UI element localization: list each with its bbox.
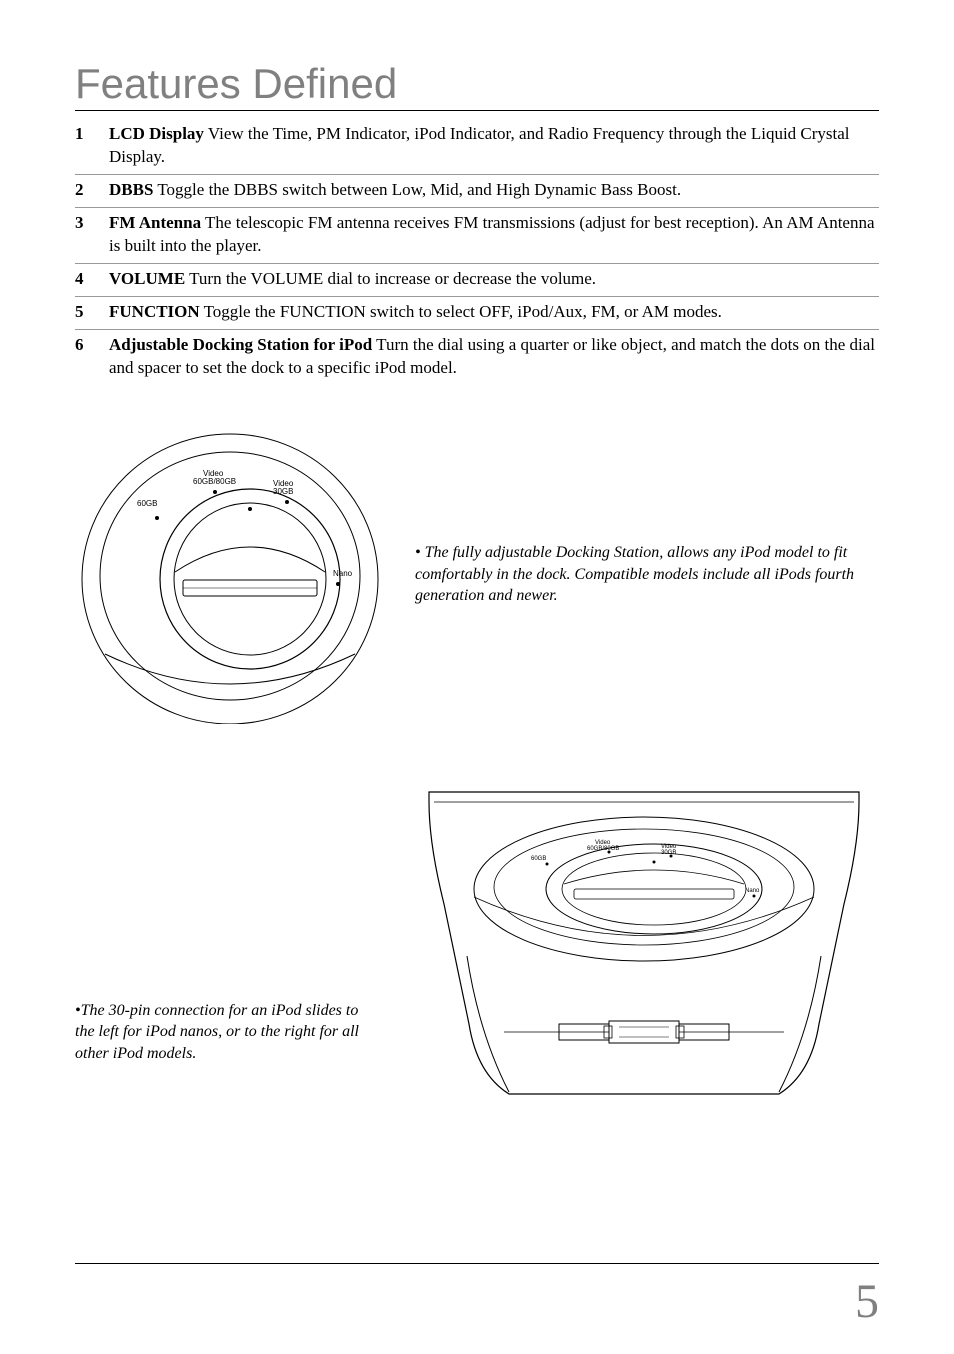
feature-item: 1 LCD Display View the Time, PM Indicato… xyxy=(75,119,879,175)
diagram-row-dock: •The 30-pin connection for an iPod slide… xyxy=(75,774,879,1104)
feature-number: 2 xyxy=(75,179,109,202)
feature-number: 6 xyxy=(75,334,109,380)
feature-item: 4 VOLUME Turn the VOLUME dial to increas… xyxy=(75,264,879,297)
footer-divider xyxy=(75,1263,879,1264)
feature-body: VOLUME Turn the VOLUME dial to increase … xyxy=(109,268,879,291)
note-30pin: •The 30-pin connection for an iPod slide… xyxy=(75,1000,369,1065)
note-docking-station: • The fully adjustable Docking Station, … xyxy=(415,542,879,607)
feature-name: FUNCTION xyxy=(109,302,200,321)
feature-desc: Turn the VOLUME dial to increase or decr… xyxy=(185,269,596,288)
feature-item: 2 DBBS Toggle the DBBS switch between Lo… xyxy=(75,175,879,208)
feature-item: 3 FM Antenna The telescopic FM antenna r… xyxy=(75,208,879,264)
dial-label-nano: Nano xyxy=(333,569,353,578)
feature-body: Adjustable Docking Station for iPod Turn… xyxy=(109,334,879,380)
feature-number: 1 xyxy=(75,123,109,169)
dial-diagram-icon: 60GB Video 60GB/80GB Video 30GB Nano xyxy=(75,424,385,724)
dock-diagram-icon: 60GB Video 60GB/80GB Video 30GB Nano xyxy=(409,774,879,1104)
feature-desc: Toggle the DBBS switch between Low, Mid,… xyxy=(153,180,681,199)
dock-label-60gb: 60GB xyxy=(531,856,546,862)
feature-item: 6 Adjustable Docking Station for iPod Tu… xyxy=(75,330,879,385)
dial-label-60gb: 60GB xyxy=(137,499,157,508)
feature-desc: The telescopic FM antenna receives FM tr… xyxy=(109,213,875,255)
feature-name: DBBS xyxy=(109,180,153,199)
feature-item: 5 FUNCTION Toggle the FUNCTION switch to… xyxy=(75,297,879,330)
feature-body: FM Antenna The telescopic FM antenna rec… xyxy=(109,212,879,258)
feature-name: FM Antenna xyxy=(109,213,201,232)
dock-label-v6080-l2: 60GB/80GB xyxy=(587,846,619,852)
feature-list: 1 LCD Display View the Time, PM Indicato… xyxy=(75,119,879,384)
page-title: Features Defined xyxy=(75,60,879,111)
dial-label-video6080-l2: 60GB/80GB xyxy=(193,477,236,486)
feature-number: 3 xyxy=(75,212,109,258)
feature-name: LCD Display xyxy=(109,124,204,143)
feature-name: VOLUME xyxy=(109,269,185,288)
feature-body: LCD Display View the Time, PM Indicator,… xyxy=(109,123,879,169)
feature-number: 5 xyxy=(75,301,109,324)
page-number: 5 xyxy=(855,1274,879,1329)
feature-number: 4 xyxy=(75,268,109,291)
feature-body: DBBS Toggle the DBBS switch between Low,… xyxy=(109,179,879,202)
feature-name: Adjustable Docking Station for iPod xyxy=(109,335,372,354)
diagram-row-dial: 60GB Video 60GB/80GB Video 30GB Nano • T… xyxy=(75,424,879,724)
dial-label-video30-l2: 30GB xyxy=(273,487,293,496)
feature-desc: View the Time, PM Indicator, iPod Indica… xyxy=(109,124,850,166)
dock-label-nano: Nano xyxy=(745,888,760,894)
feature-body: FUNCTION Toggle the FUNCTION switch to s… xyxy=(109,301,879,324)
feature-desc: Toggle the FUNCTION switch to select OFF… xyxy=(200,302,722,321)
dock-label-v30-l2: 30GB xyxy=(661,850,676,856)
